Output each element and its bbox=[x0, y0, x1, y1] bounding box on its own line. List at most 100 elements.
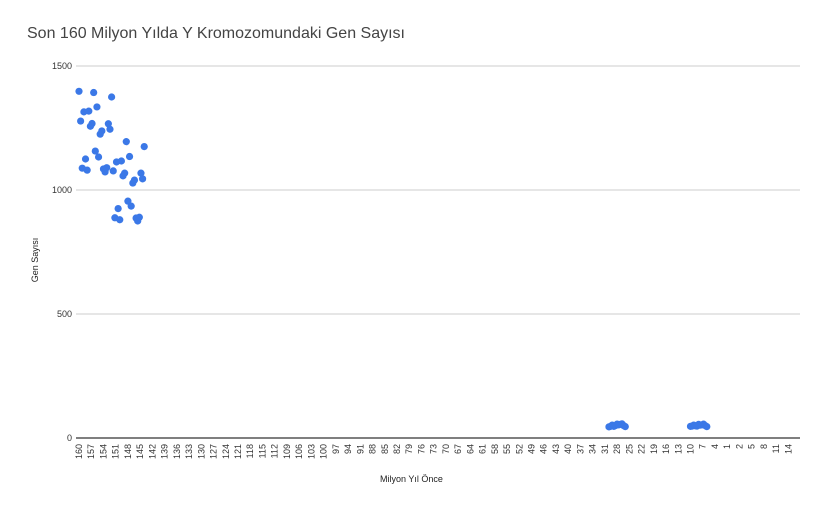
x-tick-label: 49 bbox=[527, 444, 537, 454]
x-tick-label: 133 bbox=[184, 444, 194, 459]
data-point bbox=[90, 88, 98, 97]
x-tick-label: 139 bbox=[160, 444, 170, 459]
x-tick-label: 70 bbox=[441, 444, 451, 454]
x-tick-label: 58 bbox=[490, 444, 500, 454]
data-point bbox=[125, 152, 134, 161]
y-tick-label: 500 bbox=[57, 309, 72, 319]
x-axis-label: Milyon Yıl Önce bbox=[380, 474, 443, 484]
x-tick-label: 31 bbox=[600, 444, 610, 454]
data-point bbox=[135, 213, 143, 221]
data-point bbox=[114, 205, 122, 213]
y-tick-label: 1000 bbox=[52, 185, 72, 195]
data-point bbox=[81, 155, 90, 163]
x-tick-label: 2 bbox=[734, 444, 744, 449]
data-point bbox=[106, 125, 114, 133]
data-point bbox=[121, 169, 129, 177]
x-tick-label: 103 bbox=[306, 444, 316, 459]
x-tick-label: 157 bbox=[86, 444, 96, 459]
x-tick-label: 142 bbox=[147, 444, 157, 459]
x-tick-label: 1 bbox=[722, 444, 732, 449]
data-point bbox=[116, 216, 124, 224]
x-tick-label: 13 bbox=[673, 444, 683, 454]
data-point bbox=[117, 157, 125, 165]
x-tick-label: 106 bbox=[294, 444, 304, 459]
x-tick-label: 94 bbox=[343, 444, 353, 454]
x-tick-label: 148 bbox=[123, 444, 133, 459]
y-tick-labels: 0 500 1000 1500 bbox=[52, 61, 72, 443]
x-tick-label: 7 bbox=[698, 444, 708, 449]
x-tick-label: 55 bbox=[502, 444, 512, 454]
x-tick-label: 100 bbox=[319, 444, 329, 459]
data-point bbox=[83, 166, 91, 174]
data-point bbox=[127, 202, 135, 210]
data-point bbox=[109, 167, 117, 175]
x-tick-label: 91 bbox=[355, 444, 365, 454]
x-tick-label: 14 bbox=[783, 444, 793, 454]
x-tick-label: 136 bbox=[172, 444, 182, 459]
x-tick-label: 160 bbox=[74, 444, 84, 459]
data-point bbox=[621, 422, 629, 431]
gridlines bbox=[76, 65, 800, 439]
data-point bbox=[104, 120, 112, 128]
x-tick-label: 61 bbox=[478, 444, 488, 454]
x-tick-label: 19 bbox=[649, 444, 659, 454]
x-tick-label: 52 bbox=[514, 444, 524, 454]
data-point bbox=[130, 176, 139, 184]
x-tick-label: 97 bbox=[331, 444, 341, 454]
x-tick-label: 46 bbox=[539, 444, 549, 454]
data-point bbox=[77, 117, 85, 125]
data-point bbox=[94, 153, 103, 161]
x-tick-label: 145 bbox=[135, 444, 145, 459]
data-point bbox=[88, 119, 96, 128]
x-tick-labels: 160 157 154 151 148 145 142 139 136 133 130 127 124 1… bbox=[74, 444, 793, 459]
data-point bbox=[138, 175, 147, 183]
x-tick-label: 124 bbox=[221, 444, 231, 459]
data-point bbox=[703, 422, 711, 431]
x-tick-label: 16 bbox=[661, 444, 671, 454]
x-tick-label: 34 bbox=[588, 444, 598, 454]
data-point bbox=[98, 127, 106, 135]
data-point bbox=[85, 107, 93, 115]
x-tick-label: 67 bbox=[453, 444, 463, 454]
y-tick-label: 1500 bbox=[52, 61, 72, 71]
x-tick-label: 4 bbox=[710, 444, 720, 449]
y-tick-label: 0 bbox=[67, 433, 72, 443]
x-tick-label: 112 bbox=[270, 444, 280, 458]
x-tick-label: 43 bbox=[551, 444, 561, 454]
x-tick-label: 88 bbox=[368, 444, 378, 454]
x-tick-label: 5 bbox=[747, 444, 757, 449]
x-tick-label: 118 bbox=[245, 444, 255, 458]
x-tick-label: 154 bbox=[98, 444, 108, 459]
x-tick-label: 40 bbox=[563, 444, 573, 454]
x-tick-label: 121 bbox=[233, 444, 243, 459]
x-tick-label: 109 bbox=[282, 444, 292, 459]
chart-title: Son 160 Milyon Yılda Y Kromozomundaki Ge… bbox=[27, 25, 405, 42]
x-tick-label: 37 bbox=[575, 444, 585, 454]
data-point bbox=[75, 87, 83, 95]
x-tick-label: 64 bbox=[465, 444, 475, 454]
data-point bbox=[140, 143, 148, 151]
x-tick-label: 151 bbox=[111, 444, 121, 459]
data-point bbox=[108, 93, 116, 101]
data-point bbox=[93, 103, 101, 111]
x-tick-label: 73 bbox=[429, 444, 439, 454]
x-tick-label: 130 bbox=[196, 444, 206, 459]
x-tick-label: 8 bbox=[759, 444, 769, 449]
x-tick-label: 115 bbox=[257, 444, 267, 458]
x-tick-label: 11 bbox=[771, 444, 781, 453]
x-tick-label: 28 bbox=[612, 444, 622, 454]
x-tick-label: 10 bbox=[686, 444, 696, 454]
x-tick-label: 25 bbox=[624, 444, 634, 454]
x-tick-label: 79 bbox=[404, 444, 414, 454]
data-point bbox=[91, 147, 99, 155]
data-point bbox=[137, 169, 145, 177]
x-tick-label: 82 bbox=[392, 444, 402, 454]
x-tick-label: 127 bbox=[209, 444, 219, 459]
data-point bbox=[122, 138, 130, 146]
x-tick-label: 22 bbox=[637, 444, 647, 454]
data-point bbox=[103, 164, 111, 172]
x-tick-label: 76 bbox=[416, 444, 426, 454]
x-tick-label: 85 bbox=[380, 444, 390, 454]
data-points bbox=[75, 87, 711, 431]
